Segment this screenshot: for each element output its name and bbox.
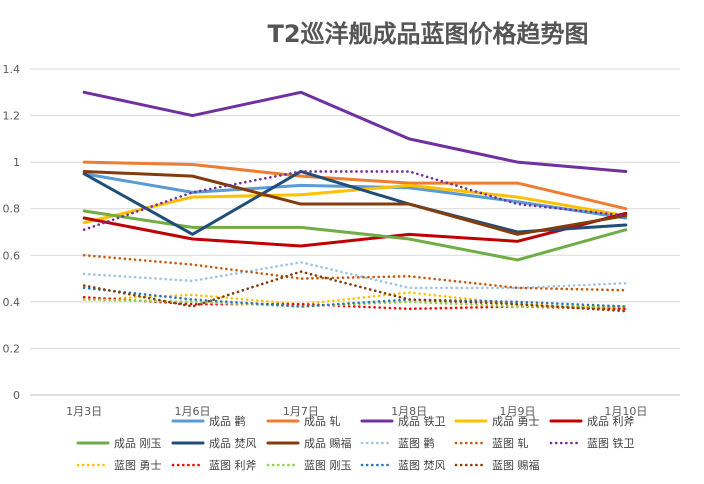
legend-label: 蓝图 轧 (492, 436, 529, 450)
y-axis-ticks: 0 0.2 0.4 0.6 0.8 1 1.2 1.4 (3, 63, 21, 402)
legend-label: 成品 赐福 (304, 436, 352, 450)
legend-label: 蓝图 勇士 (114, 459, 162, 472)
series-line (82, 183, 628, 225)
x-tick-label: 1月7日 (283, 405, 319, 418)
y-tick-label: 1 (13, 156, 20, 169)
x-tick-label: 1月3日 (66, 405, 102, 418)
legend-label: 蓝图 鹳 (398, 436, 435, 450)
x-axis-ticks: 1月3日 1月6日 1月7日 1月8日 1月9日 1月10日 (66, 405, 647, 418)
x-tick-label: 1月8日 (391, 405, 427, 418)
legend: 成品 鹳成品 轧成品 铁卫 成品 勇士 成品 利斧成品 刚玉 成品 焚风 成品 赐福 蓝图… (76, 414, 635, 472)
legend-label: 成品 勇士 (492, 415, 540, 428)
series-line (82, 90, 628, 173)
legend-label: 蓝图 赐福 (492, 458, 540, 472)
series-line (82, 298, 628, 308)
series-line (82, 253, 628, 292)
legend-label: 蓝图 刚玉 (304, 459, 352, 472)
y-tick-label: 0.4 (3, 296, 21, 309)
x-tick-label: 1月10日 (604, 405, 647, 418)
x-tick-label: 1月9日 (500, 405, 536, 418)
series-line (82, 286, 628, 308)
series-line (82, 295, 628, 311)
series-line (82, 270, 628, 313)
y-tick-label: 1.2 (3, 110, 21, 123)
legend-label: 成品 焚风 (209, 437, 257, 450)
series-line (82, 260, 628, 290)
series-lines (82, 90, 628, 313)
series-line (82, 169, 628, 236)
series-line (82, 211, 628, 248)
series-line (82, 170, 628, 231)
legend-label: 蓝图 焚风 (398, 459, 446, 472)
y-tick-label: 0.2 (3, 342, 21, 355)
legend-label: 成品 铁卫 (398, 415, 446, 428)
x-tick-label: 1月6日 (175, 405, 211, 418)
series-line (82, 160, 628, 211)
legend-label: 成品 轧 (304, 414, 341, 428)
chart-title: T2巡洋舰成品蓝图价格趋势图 (267, 20, 588, 48)
legend-label: 成品 刚玉 (114, 437, 162, 450)
legend-label: 蓝图 铁卫 (587, 437, 635, 450)
y-tick-label: 0 (13, 389, 20, 402)
series-line (82, 291, 628, 311)
legend-label: 成品 鹳 (209, 414, 246, 428)
y-tick-label: 0.8 (3, 203, 21, 216)
y-tick-label: 1.4 (3, 63, 21, 76)
y-tick-label: 0.6 (3, 249, 21, 262)
legend-label: 成品 利斧 (587, 415, 635, 428)
legend-label: 蓝图 利斧 (209, 459, 257, 472)
